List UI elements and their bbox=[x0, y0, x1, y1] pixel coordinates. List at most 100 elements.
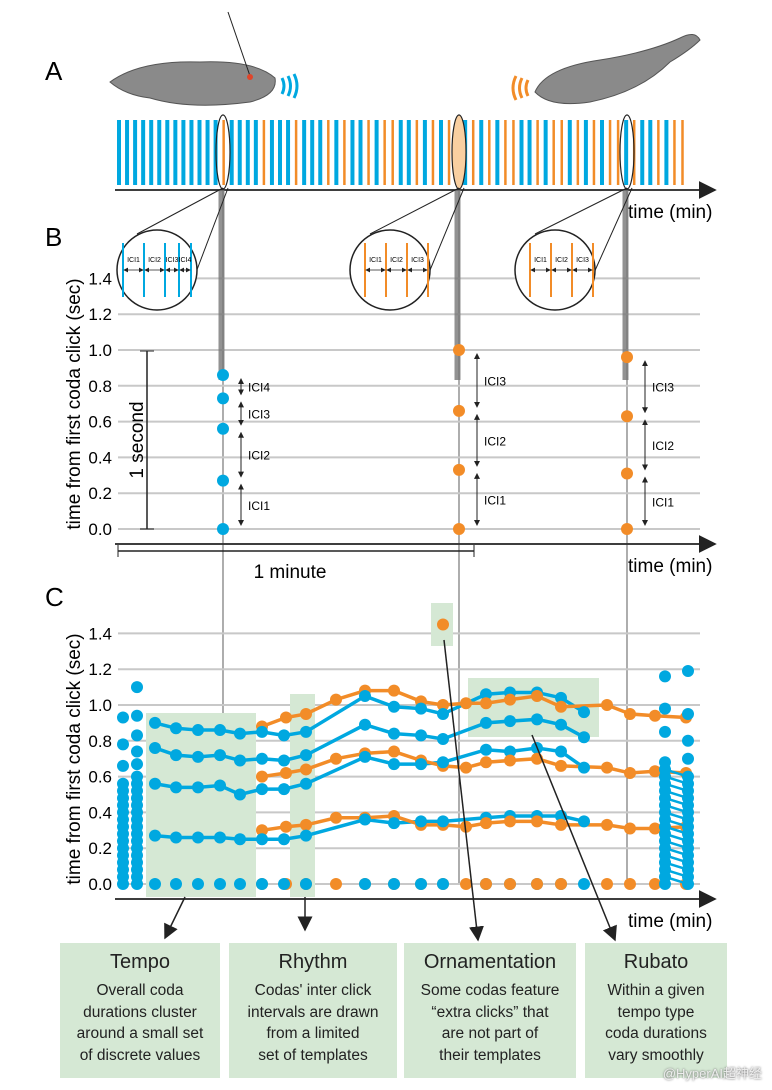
zoom-connector bbox=[534, 187, 628, 235]
coda-click-dot bbox=[460, 697, 472, 710]
coda-click-dot bbox=[578, 761, 590, 774]
coda-click-dot bbox=[192, 781, 204, 794]
coda-click-dot bbox=[659, 725, 671, 738]
coda-click-dot bbox=[280, 820, 292, 833]
box-line: “extra clicks” that bbox=[431, 1003, 549, 1021]
coda-click-dot bbox=[131, 758, 143, 771]
zoom-ici-label: ICI3 bbox=[576, 257, 589, 264]
coda-click-dot bbox=[214, 878, 226, 890]
coda-click-dot bbox=[192, 878, 204, 890]
click-train bbox=[117, 114, 684, 190]
coda-click-dot bbox=[649, 765, 661, 778]
coda-click-dot bbox=[555, 759, 567, 772]
highlight-region bbox=[290, 694, 315, 897]
coda-click-dot bbox=[280, 767, 292, 780]
coda-click-dot bbox=[192, 831, 204, 844]
y-tick-label: 1.2 bbox=[88, 660, 112, 679]
coda-click-dot bbox=[149, 829, 161, 842]
box-line: Overall coda bbox=[96, 982, 184, 999]
time-axis-label: time (min) bbox=[628, 202, 712, 223]
coda-click-dot bbox=[480, 697, 492, 710]
coda-click-dot bbox=[453, 344, 465, 356]
ici-label: ICI4 bbox=[248, 381, 270, 395]
coda-click-dot bbox=[359, 718, 371, 731]
coda-click-dot bbox=[359, 813, 371, 826]
coda-click-dot bbox=[415, 702, 427, 715]
coda-click-dot bbox=[555, 700, 567, 713]
zoom-connector bbox=[427, 187, 465, 276]
box-title: Ornamentation bbox=[423, 951, 557, 973]
box-line: of discrete values bbox=[79, 1046, 201, 1064]
zoom-connector bbox=[136, 187, 224, 235]
coda-series-line bbox=[664, 832, 689, 843]
coda-series-line bbox=[664, 804, 689, 814]
zoom-ici-label: ICI2 bbox=[148, 257, 161, 264]
coda-click-dot bbox=[624, 878, 636, 890]
coda-click-dot bbox=[659, 702, 671, 715]
ici-label: ICI3 bbox=[484, 374, 506, 388]
whale-right-illustration bbox=[511, 34, 701, 105]
coda-click-dot bbox=[234, 727, 246, 740]
coda-click-dot bbox=[278, 783, 290, 796]
rubato-box: Rubato Within a given tempo type coda durat… bbox=[585, 943, 727, 1078]
second-scale-label: 1 second bbox=[127, 401, 148, 478]
coda-click-dot bbox=[624, 822, 636, 835]
coda-click-dot bbox=[682, 734, 694, 747]
coda-highlight-ellipse bbox=[451, 114, 467, 190]
coda-click-dot bbox=[170, 781, 182, 794]
coda-click-dot bbox=[437, 815, 449, 828]
coda-click-dot bbox=[555, 745, 567, 758]
box-line: their templates bbox=[439, 1046, 541, 1064]
y-tick-label: 0.2 bbox=[88, 839, 112, 858]
coda-series-line bbox=[664, 875, 689, 886]
panel-label-b: B bbox=[45, 222, 62, 252]
y-tick-label: 0.6 bbox=[88, 768, 112, 787]
coda-click-dot bbox=[504, 754, 516, 767]
coda-click-dot bbox=[388, 817, 400, 830]
coda-click-dot bbox=[415, 758, 427, 771]
coda-click-dot bbox=[555, 878, 567, 890]
coda-click-dot bbox=[555, 718, 567, 731]
box-title: Rhythm bbox=[278, 951, 348, 973]
coda-click-dot bbox=[624, 767, 636, 780]
coda-click-dot bbox=[437, 699, 449, 711]
box-line: Some codas feature bbox=[420, 982, 560, 999]
coda-click-dot bbox=[415, 878, 427, 890]
coda-click-dot bbox=[170, 878, 182, 890]
coda-click-dot bbox=[480, 817, 492, 830]
y-tick-label: 0.0 bbox=[88, 875, 112, 894]
coda-click-dot bbox=[234, 833, 246, 846]
coda-click-dot bbox=[682, 752, 694, 765]
y-tick-label: 1.2 bbox=[88, 305, 112, 324]
coda-click-dot bbox=[131, 770, 143, 783]
coda-click-dot bbox=[149, 741, 161, 754]
coda-click-dot bbox=[170, 722, 182, 735]
zoom-connector bbox=[194, 187, 229, 276]
ici-label: ICI3 bbox=[652, 381, 674, 395]
y-tick-label: 1.0 bbox=[88, 341, 112, 360]
coda-series-line bbox=[664, 811, 689, 821]
ornamentation-box: Ornamentation Some codas feature “extra cl… bbox=[404, 943, 576, 1078]
minute-scale-label: 1 minute bbox=[254, 562, 327, 583]
coda-click-dot bbox=[682, 707, 694, 720]
coda-series-line bbox=[664, 796, 689, 807]
zoom-ici-label: ICI4 bbox=[179, 257, 192, 264]
coda-click-dot bbox=[578, 815, 590, 828]
coda-click-dot bbox=[437, 618, 449, 631]
coda-click-dot bbox=[601, 699, 613, 711]
coda-click-dot bbox=[621, 467, 633, 480]
coda-click-dot bbox=[330, 693, 342, 706]
coda-click-dot bbox=[256, 824, 268, 837]
coda-click-dot bbox=[480, 716, 492, 729]
coda-series-line bbox=[664, 789, 689, 800]
coda-click-dot bbox=[192, 750, 204, 763]
zoom-ici-label: ICI1 bbox=[369, 257, 382, 264]
panel-label-a: A bbox=[45, 56, 63, 86]
coda-click-dot bbox=[649, 709, 661, 722]
coda-click-dot bbox=[504, 745, 516, 758]
box-title: Rubato bbox=[623, 951, 689, 973]
coda-series-line bbox=[664, 854, 689, 864]
box-title: Tempo bbox=[109, 951, 171, 973]
y-tick-label: 0.8 bbox=[88, 732, 112, 751]
y-tick-label: 1.4 bbox=[88, 269, 112, 288]
